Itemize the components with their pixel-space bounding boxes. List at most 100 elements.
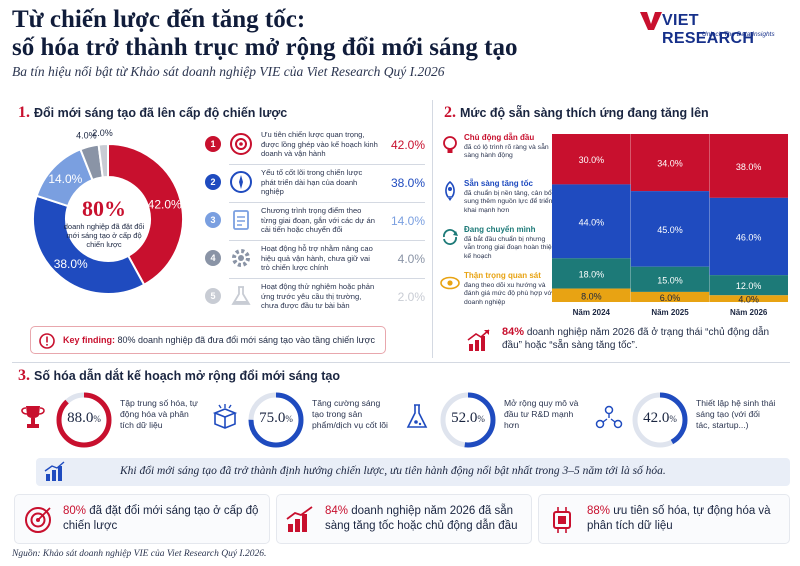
growth-bars-icon — [286, 506, 313, 532]
legend-title: Sẵn sàng tăng tốc — [464, 179, 533, 188]
donut-slice-2 — [32, 194, 146, 295]
readiness-highlight-text: doanh nghiệp năm 2026 đã ở trạng thái “c… — [502, 327, 770, 351]
logo-text: VIET RESEARCH — [662, 12, 755, 47]
stack-bar-segment — [709, 275, 788, 296]
summary-card-digital: 88% ưu tiên số hóa, tự động hóa và phân … — [538, 494, 790, 544]
strategy-list: 1 Ưu tiên chiến lược quan trọng, được lồn… — [205, 128, 425, 318]
legend-desc: đang theo dõi xu hướng và đánh giá mức đ… — [464, 282, 554, 306]
legend-title: Đang chuyển mình — [464, 225, 536, 234]
stack-axis-label: Năm 2026 — [730, 308, 768, 317]
stack-bar-label: 18.0% — [579, 269, 605, 279]
digital-stat-text: Mở rộng quy mô và đầu tư R&D mạnh hơn — [504, 398, 579, 430]
bulb-icon — [443, 136, 457, 153]
strategy-row-text: Ưu tiên chiến lược quan trọng, được lồng… — [261, 130, 378, 159]
flask-icon — [231, 286, 251, 305]
legend-item: Chủ động dẫn đầu đã có lộ trình rõ ràng v… — [440, 133, 558, 177]
stack-bar-segment — [552, 258, 632, 289]
summary-card-strategy: 80% đã đặt đổi mới sáng tạo ở cấp độ chi… — [14, 494, 270, 544]
strategy-rank-badge: 4 — [205, 250, 221, 266]
summary-text-3: ưu tiên số hóa, tự động hóa và phân tích… — [587, 505, 771, 532]
insight-banner — [36, 458, 790, 486]
summary-value-2: 84% — [325, 505, 349, 517]
summary-text-1: đã đặt đổi mới sáng tạo ở cấp độ chiến l… — [63, 505, 259, 532]
digital-chip-icon — [553, 507, 571, 533]
ring-value-suffix: % — [93, 414, 101, 424]
section-3-heading: 3. Số hóa dẫn dắt kế hoạch mở rộng đổi mớ… — [18, 367, 340, 385]
digital-priority-stats: 88.0% Tập trung số hóa, tự động hóa và ph… — [14, 388, 794, 454]
logo-mark-icon — [640, 12, 662, 30]
strategy-rank-badge: 1 — [205, 136, 221, 152]
stack-bar-segment — [630, 134, 710, 192]
strategy-rank-badge: 3 — [205, 212, 221, 228]
donut-label-5: 2.0% — [92, 128, 113, 138]
progress-ring-value: 88.0% — [54, 410, 114, 427]
digital-stat-item: 75.0% Tăng cường sáng tạo trong sản phẩm/… — [206, 388, 396, 454]
row-separator — [229, 278, 425, 279]
strategy-row-percent: 4.0% — [397, 252, 425, 266]
section-1-number: 1. — [18, 104, 30, 121]
summary-card-readiness: 84% doanh nghiệp năm 2026 đã sẵn sàng tă… — [276, 494, 532, 544]
row-separator — [229, 240, 425, 241]
ring-value-suffix: % — [669, 414, 677, 424]
readiness-stacked-bar-chart: 30.0% 44.0% 18.0% 8.0% Năm 2024 34.0% 45.0% 15.… — [552, 134, 788, 317]
strategy-row-percent: 14.0% — [390, 214, 425, 228]
progress-ring — [632, 392, 688, 448]
stack-bar-label: 30.0% — [579, 155, 605, 165]
rocket-icon — [445, 181, 455, 201]
ring-value-number: 52.0 — [451, 410, 478, 426]
ring-value-number: 75.0 — [259, 410, 286, 426]
stack-bar-label: 46.0% — [736, 232, 762, 242]
section-1-heading: 1. Đổi mới sáng tạo đã lên cấp độ chiến l… — [18, 104, 287, 122]
stack-bar-label: 45.0% — [657, 225, 683, 235]
target-icon — [230, 133, 252, 155]
title-line-1: Từ chiến lược đến tăng tốc: — [12, 6, 306, 33]
section-2-title: Mức độ sẵn sàng thích ứng đang tăng lên — [460, 106, 709, 120]
key-finding-box: Key finding: 80% doanh nghiệp đã đưa đổi… — [30, 326, 386, 354]
summary-value-3: 88% — [587, 505, 611, 517]
title-line-2: số hóa trở thành trục mở rộng đổi mới sá… — [12, 34, 518, 61]
page-title: Từ chiến lược đến tăng tốc: số hóa trở t… — [12, 6, 572, 62]
gear-icon — [232, 249, 250, 267]
stack-bar-segment — [552, 184, 632, 259]
section-1-title: Đổi mới sáng tạo đã lên cấp độ chiến lượ… — [34, 106, 288, 120]
stack-bar-label: 8.0% — [581, 291, 602, 301]
summary-value-1: 80% — [63, 505, 87, 517]
strategy-row: 5 Hoạt động thử nghiệm hoặc phản ứng trướ… — [205, 280, 425, 316]
strategy-rank-badge: 2 — [205, 174, 221, 190]
stack-bar-label: 12.0% — [736, 281, 762, 291]
stack-bar-label: 38.0% — [736, 162, 762, 172]
trophy-icon — [21, 406, 45, 428]
progress-ring-arc — [440, 392, 496, 448]
key-finding-label: Key finding: — [63, 335, 115, 345]
readiness-highlight: 84% doanh nghiệp năm 2026 đã ở trạng thá… — [460, 324, 788, 358]
ring-value-suffix: % — [285, 414, 293, 424]
legend-title: Thận trọng quan sát — [464, 271, 541, 280]
stack-bar-segment — [709, 295, 788, 302]
stack-bar-segment — [552, 134, 632, 185]
section-3-number: 3. — [18, 367, 30, 384]
digital-stat-item: 88.0% Tập trung số hóa, tự động hóa và ph… — [14, 388, 204, 454]
insight-banner-text: Khi đổi mới sáng tạo đã trở thành định h… — [120, 465, 666, 477]
donut-center: 80% doanh nghiệp đã đặt đổi mới sáng tạo… — [58, 196, 150, 249]
key-finding-text: 80% doanh nghiệp đã đưa đổi mới sáng tạo… — [117, 335, 376, 345]
strategy-row-text: Hoạt động thử nghiệm hoặc phản ứng trước… — [261, 282, 375, 311]
stack-bar-segment — [552, 288, 632, 302]
brand-logo: VIET RESEARCH Unlock The Data Insights — [640, 10, 790, 50]
legend-desc: đã có lộ trình rõ ràng và sẵn sàng hành … — [464, 144, 549, 160]
stack-bar-label: 6.0% — [660, 293, 681, 303]
strategy-row-percent: 2.0% — [397, 290, 425, 304]
logo-tagline: Unlock The Data Insights — [702, 31, 775, 38]
stack-bar-label: 4.0% — [738, 295, 759, 305]
strategy-row-text: Hoạt động hỗ trợ nhằm nâng cao hiệu quả … — [261, 244, 373, 273]
legend-item: Sẵn sàng tăng tốc đã chuẩn bị nền tảng, c… — [440, 179, 558, 223]
section-3-title: Số hóa dẫn dắt kế hoạch mở rộng đổi mới … — [34, 369, 340, 383]
donut-slice-5 — [97, 142, 109, 179]
donut-label-4: 4.0% — [76, 131, 97, 141]
stack-bar-segment — [630, 191, 710, 267]
stack-bar-segment — [630, 266, 710, 292]
legend-item: Thận trọng quan sát đang theo dõi xu hướn… — [440, 271, 558, 315]
key-icon — [39, 333, 55, 349]
row-separator — [229, 202, 425, 203]
stack-bar-label: 15.0% — [657, 275, 683, 285]
section-divider — [12, 362, 790, 363]
